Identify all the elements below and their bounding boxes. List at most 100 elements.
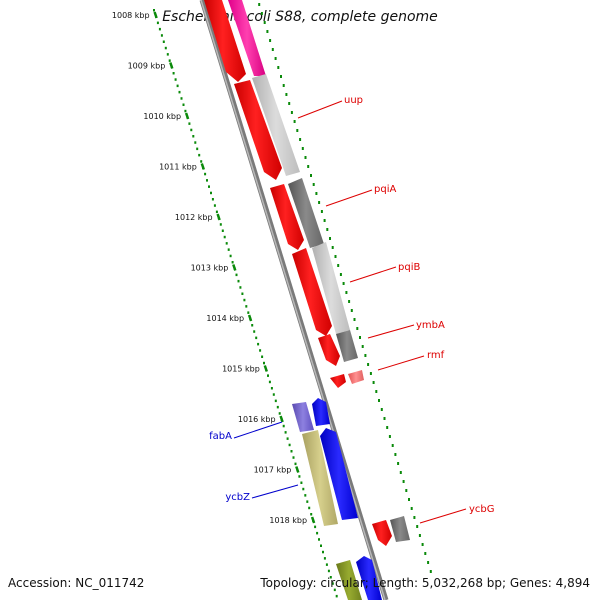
ruler-dot — [276, 405, 279, 409]
gene-arrow — [318, 334, 340, 366]
inner-track-dot — [312, 183, 315, 186]
ruler-dot — [241, 292, 244, 295]
inner-track-dot — [378, 399, 380, 402]
inner-track-dot — [288, 102, 291, 105]
ruler-dot — [320, 544, 322, 547]
ruler-dot — [333, 588, 336, 592]
ruler-major-tick — [263, 365, 268, 372]
gene-arrow — [292, 402, 314, 432]
inner-track-dot — [424, 552, 427, 555]
ruler-tick-label: 1018 kbp — [269, 516, 307, 525]
inner-track-dot — [326, 228, 329, 231]
inner-track-dot — [429, 570, 432, 573]
ruler-dot — [184, 109, 187, 113]
ruler-dot — [294, 462, 297, 466]
ruler-dot — [231, 261, 234, 264]
gene-arrow — [336, 330, 358, 362]
ruler-dot — [292, 456, 295, 459]
inner-track-dot — [293, 120, 296, 123]
ruler-dot — [215, 210, 218, 214]
ruler-dot — [213, 204, 216, 207]
ruler-dot — [174, 78, 177, 81]
gene-arrow — [336, 560, 362, 600]
inner-track-dot — [331, 246, 334, 249]
inner-track-dot — [282, 84, 285, 87]
inner-track-dot — [427, 561, 430, 564]
ruler-dot — [278, 412, 281, 415]
inner-track-dot — [416, 525, 419, 528]
gene-label-uup: uup — [344, 95, 363, 106]
ruler-major-tick — [200, 163, 205, 170]
ruler-dot — [329, 576, 332, 579]
inner-track-dot — [280, 75, 282, 78]
ruler-dot — [318, 538, 320, 541]
ruler-tick-label: 1015 kbp — [222, 365, 260, 374]
gene-label-ycbZ: ycbZ — [225, 492, 250, 503]
ruler-dot — [267, 374, 269, 377]
ruler-dot — [251, 324, 254, 327]
ruler-tick-label: 1012 kbp — [175, 213, 213, 222]
gene-arrow — [372, 520, 392, 546]
ruler-dot — [153, 9, 155, 12]
gene-arrow — [348, 370, 364, 384]
ruler-dot — [198, 153, 201, 157]
inner-track-dot — [274, 57, 277, 60]
inner-track-dot — [380, 408, 383, 411]
inner-track-dot — [266, 30, 269, 33]
inner-track-dot — [394, 453, 397, 456]
leader-lines — [233, 100, 467, 524]
ruler-tick-label: 1016 kbp — [238, 415, 276, 424]
ruler-tick-label: 1009 kbp — [128, 62, 166, 71]
ruler-dot — [268, 380, 271, 384]
ruler-dot — [243, 298, 246, 302]
ruler-dot — [263, 361, 265, 365]
ruler-dot — [158, 27, 161, 31]
ruler-dot — [190, 128, 193, 132]
inner-track-dot — [337, 264, 340, 267]
inner-track-dot — [304, 156, 307, 159]
inner-track-dot — [334, 255, 337, 258]
inner-track-dot — [320, 210, 323, 213]
ruler-dot — [206, 179, 208, 182]
ruler-dot — [322, 550, 324, 554]
inner-track-dot — [350, 309, 353, 312]
ruler-dot — [245, 305, 248, 308]
ruler-dot — [325, 563, 328, 566]
ruler-dot — [221, 229, 224, 232]
inner-track-dot — [367, 363, 370, 366]
ruler-dot — [259, 349, 262, 352]
inner-track-dot — [258, 3, 261, 6]
inner-track-dot — [269, 39, 272, 42]
inner-track-dot — [364, 354, 367, 357]
inner-track-dot — [263, 21, 266, 24]
gene-arrow — [228, 0, 266, 76]
gene-label-ycbG: ycbG — [469, 504, 495, 515]
ruler-dot — [314, 525, 317, 529]
inner-track-dots — [258, 3, 432, 573]
ruler-dot — [178, 90, 181, 94]
gene-arrow — [312, 398, 330, 426]
gene-arrow — [288, 178, 324, 248]
ruler-dot — [160, 34, 163, 37]
ruler-dot — [156, 21, 159, 25]
ruler-dot — [219, 223, 222, 226]
inner-track-dot — [383, 417, 386, 420]
ruler-major-tick — [247, 314, 253, 322]
ruler-dot — [176, 84, 179, 88]
ruler-dot — [270, 387, 273, 390]
inner-track-dot — [318, 201, 321, 204]
ruler-dot — [204, 172, 207, 176]
ruler-dot — [180, 97, 183, 100]
inner-track-dot — [421, 543, 424, 546]
ruler-dot — [300, 481, 303, 484]
ruler-dot — [196, 147, 199, 151]
ruler-dot — [182, 103, 185, 106]
gene-arrow — [292, 248, 332, 336]
gene-label-pqiB: pqiB — [398, 262, 420, 273]
ruler-dot — [200, 160, 203, 163]
ruler-dot — [227, 248, 230, 251]
ruler-major-tick — [279, 415, 284, 423]
ruler-dot — [323, 557, 326, 560]
ruler-dot — [162, 40, 165, 43]
inner-track-dot — [372, 381, 375, 384]
